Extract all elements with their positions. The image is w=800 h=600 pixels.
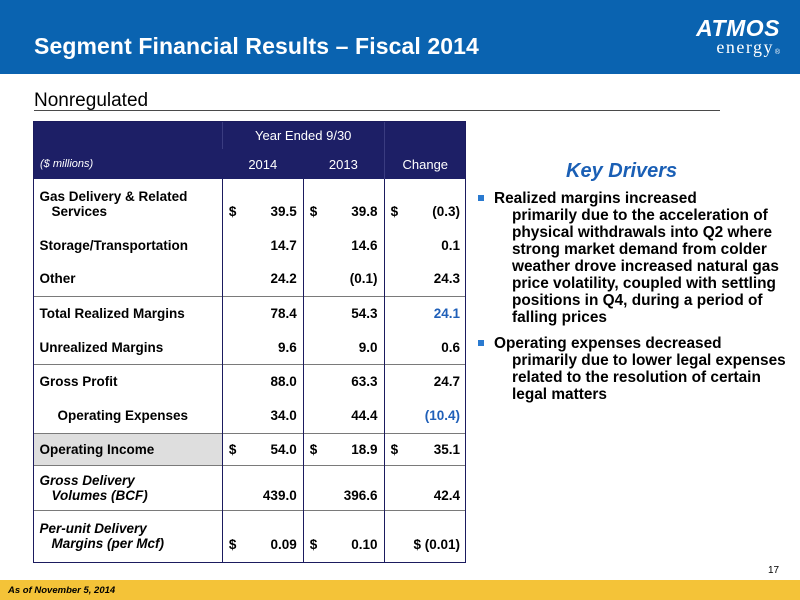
row-label: Unrealized Margins — [39, 339, 164, 355]
table-row: Per-unit Delivery Margins (per Mcf) $0.0… — [33, 509, 466, 562]
value-2014: 14.7 — [221, 228, 304, 262]
col-2013-header: 2013 — [303, 149, 385, 179]
currency-sign: $ — [228, 441, 237, 457]
value-2014: 39.5 — [270, 204, 297, 219]
row-label-cont: Margins (per Mcf) — [51, 536, 165, 552]
logo-subword: energy — [716, 37, 774, 57]
row-label: Other — [39, 271, 76, 287]
table-row: Operating Income $54.0 $18.9 $35.1 — [33, 432, 466, 465]
key-drivers-list: Realized margins increased primarily due… — [478, 190, 788, 412]
value-change: 24.3 — [383, 262, 466, 296]
logo-wordmark: ATMOS — [696, 15, 780, 41]
value-2013: 54.3 — [302, 295, 385, 331]
value-change: 24.7 — [383, 363, 466, 399]
table-row: Total Realized Margins 78.4 54.3 24.1 — [33, 295, 466, 331]
value-2014: 0.09 — [270, 536, 297, 552]
value-2014: 439.0 — [221, 464, 304, 510]
value-2013: 44.4 — [302, 399, 385, 433]
table-row: Unrealized Margins 9.6 9.0 0.6 — [34, 331, 466, 364]
value-2014: 88.0 — [221, 363, 304, 399]
row-label: Storage/Transportation — [39, 237, 189, 253]
square-bullet-icon — [478, 195, 484, 201]
currency-sign: $ — [390, 441, 399, 457]
col-2014-header: 2014 — [222, 149, 304, 179]
value-change: (0.3) — [432, 204, 460, 219]
row-label: Gross Delivery — [39, 472, 135, 488]
table-row: Operating Expenses 34.0 44.4 (10.4) — [34, 399, 466, 433]
subtitle-divider — [34, 110, 720, 111]
value-change: (10.4) — [383, 399, 466, 433]
currency-sign: $ — [228, 204, 237, 219]
key-drivers-title: Key Drivers — [566, 160, 678, 182]
logo-registered-mark: ® — [774, 49, 780, 56]
value-change: 0.1 — [383, 228, 466, 262]
atmos-energy-logo: ATMOS energy ® — [680, 15, 780, 61]
table-row: Gross Profit 88.0 63.3 24.7 — [33, 363, 466, 399]
currency-sign: $ — [390, 204, 399, 219]
row-label: Gross Profit — [33, 363, 223, 399]
value-2014: 78.4 — [221, 295, 304, 331]
footer-bar: As of November 5, 2014 — [0, 580, 800, 600]
currency-sign: $ — [309, 536, 318, 552]
row-label-cont: Services — [51, 203, 108, 219]
table-row: Gas Delivery & Related Services $39.5 $3… — [34, 179, 466, 228]
bullet-text-cont: primarily due to the acceleration of phy… — [512, 207, 779, 326]
list-item: Operating expenses decreased primarily d… — [478, 335, 788, 403]
value-2014: 24.2 — [221, 262, 304, 296]
row-label: Operating Expenses — [57, 408, 189, 424]
table-row: Other 24.2 (0.1) 24.3 — [34, 262, 466, 296]
value-2013: 18.9 — [351, 441, 378, 457]
value-change: 35.1 — [433, 441, 460, 457]
value-2013: 39.8 — [351, 204, 378, 219]
value-2013: 0.10 — [351, 536, 378, 552]
bullet-text-cont: primarily due to lower legal expenses re… — [512, 352, 786, 403]
footer-date: As of November 5, 2014 — [8, 585, 116, 596]
group-header: Year Ended 9/30 — [221, 121, 385, 149]
value-2013: 14.6 — [302, 228, 385, 262]
financial-table: Year Ended 9/30 ($ millions) 2014 2013 C… — [33, 121, 466, 562]
bullet-text: Operating expenses decreased — [494, 335, 722, 352]
value-change: 0.6 — [383, 331, 466, 364]
col-change-header: Change — [383, 149, 466, 179]
currency-sign: $ — [309, 204, 318, 219]
value-change: 24.1 — [383, 295, 466, 331]
row-label: Total Realized Margins — [33, 295, 223, 331]
value-2014: 54.0 — [270, 441, 297, 457]
row-label: Gas Delivery & Related — [39, 188, 188, 204]
value-2013: 9.0 — [302, 331, 385, 364]
value-2013: (0.1) — [302, 262, 385, 296]
currency-sign: $ — [228, 536, 237, 552]
row-label-cont: Volumes (BCF) — [51, 487, 148, 503]
value-2013: 396.6 — [302, 464, 385, 510]
row-label: Operating Income — [33, 432, 223, 465]
row-label: Per-unit Delivery — [39, 521, 147, 537]
units-label: ($ millions) — [33, 149, 223, 179]
square-bullet-icon — [478, 340, 484, 346]
value-change: $ (0.01) — [383, 509, 466, 562]
value-2013: 63.3 — [302, 363, 385, 399]
slide-header: Segment Financial Results – Fiscal 2014 … — [0, 0, 800, 74]
page-number: 17 — [768, 565, 780, 576]
section-subtitle: Nonregulated — [34, 90, 149, 111]
table-header-row-2: ($ millions) 2014 2013 Change — [33, 149, 466, 179]
bullet-text: Realized margins increased — [494, 190, 697, 207]
currency-sign: $ — [309, 441, 318, 457]
table-row: Storage/Transportation 14.7 14.6 0.1 — [34, 228, 466, 262]
value-2014: 9.6 — [221, 331, 304, 364]
list-item: Realized margins increased primarily due… — [478, 190, 788, 326]
value-2014: 34.0 — [221, 399, 304, 433]
table-row: Gross Delivery Volumes (BCF) 439.0 396.6… — [33, 464, 466, 510]
slide-title: Segment Financial Results – Fiscal 2014 — [34, 33, 479, 59]
table-header-row-1: Year Ended 9/30 — [33, 121, 466, 149]
value-change: 42.4 — [383, 464, 466, 510]
